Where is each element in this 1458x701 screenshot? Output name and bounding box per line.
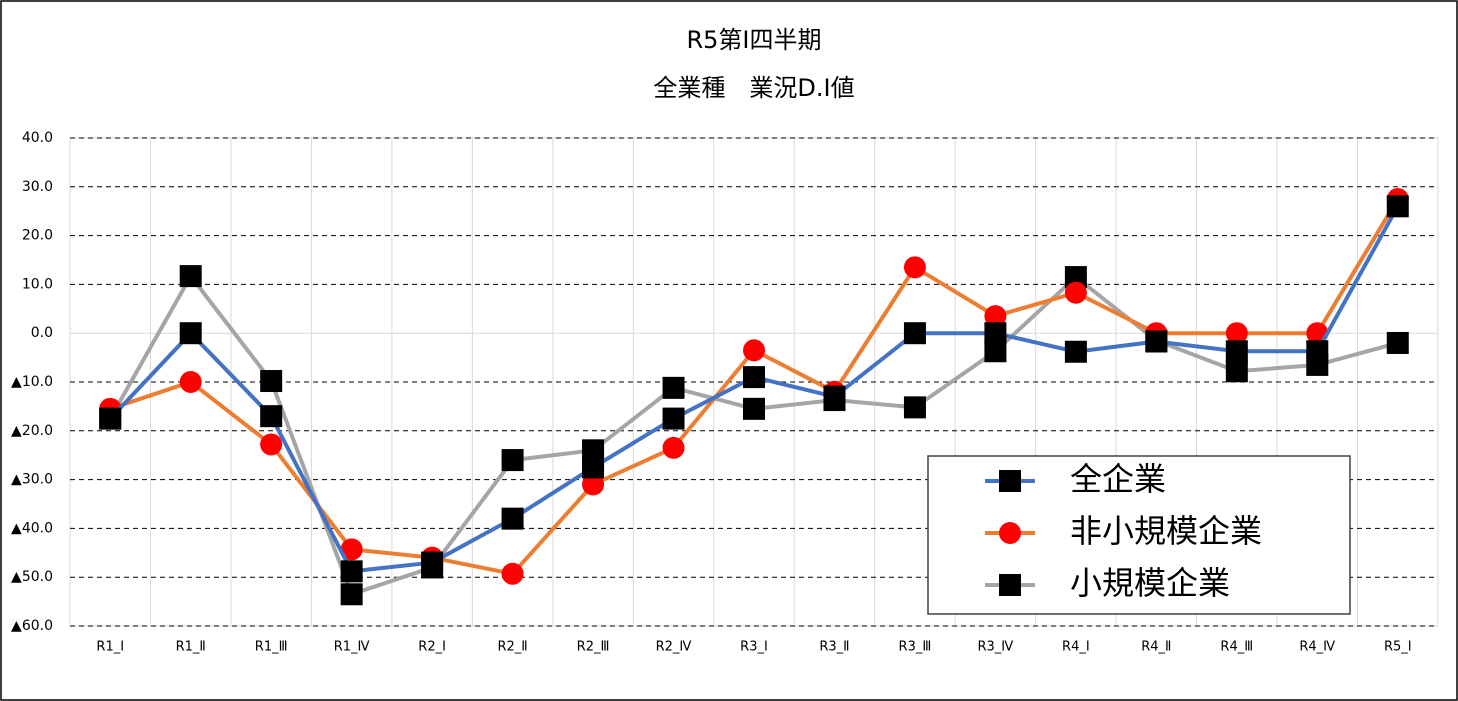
- marker: [662, 376, 685, 399]
- y-tick-label: ▲60.0: [11, 618, 53, 634]
- y-tick-label: 40.0: [22, 130, 53, 146]
- marker: [999, 470, 1021, 492]
- marker: [1064, 340, 1087, 363]
- legend-label: 非小規模企業: [1070, 512, 1262, 550]
- y-tick-label: 30.0: [22, 179, 53, 195]
- marker: [582, 473, 605, 496]
- x-tick-label: R2_Ⅰ: [418, 640, 446, 655]
- marker: [340, 560, 363, 583]
- marker: [179, 265, 202, 288]
- marker: [743, 366, 765, 389]
- chart-title: R5第Ⅰ四半期: [686, 26, 821, 54]
- marker: [1386, 195, 1409, 218]
- marker: [999, 522, 1021, 544]
- marker: [743, 397, 765, 420]
- marker: [1225, 322, 1248, 345]
- marker: [903, 256, 926, 279]
- marker: [501, 562, 524, 585]
- marker: [421, 551, 444, 574]
- marker: [903, 322, 926, 345]
- x-tick-label: R2_Ⅲ: [577, 640, 610, 655]
- marker: [984, 340, 1007, 363]
- y-tick-label: ▲10.0: [11, 374, 53, 390]
- marker: [1225, 340, 1248, 363]
- x-tick-label: R4_Ⅰ: [1062, 640, 1090, 655]
- x-tick-label: R1_Ⅲ: [255, 640, 288, 655]
- marker: [984, 305, 1007, 328]
- y-tick-label: 20.0: [22, 228, 53, 244]
- marker: [260, 433, 283, 456]
- marker: [1145, 330, 1168, 353]
- marker: [340, 583, 363, 606]
- marker: [1306, 340, 1329, 363]
- y-tick-label: 0.0: [31, 325, 53, 341]
- x-tick-label: R3_Ⅰ: [740, 640, 768, 655]
- marker: [501, 507, 524, 530]
- marker: [903, 396, 926, 419]
- x-tick-label: R4_Ⅱ: [1141, 640, 1171, 655]
- x-tick-label: R1_Ⅱ: [176, 640, 206, 655]
- marker: [662, 407, 685, 430]
- y-tick-label: 10.0: [22, 276, 53, 292]
- marker: [179, 322, 202, 345]
- x-tick-label: R3_Ⅱ: [819, 640, 849, 655]
- marker: [984, 322, 1007, 345]
- marker: [179, 371, 202, 393]
- x-tick-label: R4_Ⅲ: [1220, 640, 1253, 655]
- marker: [662, 436, 685, 459]
- marker: [582, 439, 605, 462]
- marker: [1064, 281, 1087, 304]
- x-tick-label: R5_Ⅰ: [1384, 640, 1412, 655]
- marker: [501, 449, 524, 472]
- marker: [1064, 266, 1087, 289]
- y-tick-label: ▲20.0: [11, 423, 53, 439]
- chart-subtitle: 全業種 業況D.I値: [653, 74, 854, 102]
- marker: [823, 385, 846, 408]
- y-tick-label: ▲40.0: [11, 520, 53, 536]
- marker: [743, 339, 765, 362]
- y-tick-label: ▲50.0: [11, 569, 53, 585]
- marker: [340, 538, 363, 561]
- marker: [1225, 360, 1248, 383]
- marker: [99, 407, 122, 430]
- x-tick-label: R2_Ⅳ: [656, 640, 692, 655]
- x-tick-label: R3_Ⅳ: [978, 640, 1014, 655]
- y-tick-label: ▲30.0: [11, 472, 53, 488]
- x-tick-label: R2_Ⅱ: [497, 640, 527, 655]
- marker: [1386, 331, 1409, 354]
- legend-label: 小規模企業: [1070, 564, 1230, 602]
- x-tick-label: R3_Ⅲ: [899, 640, 932, 655]
- x-tick-label: R1_Ⅰ: [96, 640, 124, 655]
- marker: [999, 574, 1021, 596]
- x-tick-label: R1_Ⅳ: [334, 640, 370, 655]
- legend-label: 全企業: [1070, 460, 1166, 498]
- x-tick-label: R4_Ⅳ: [1299, 640, 1335, 655]
- marker: [582, 456, 605, 479]
- marker: [260, 405, 283, 428]
- marker: [260, 370, 283, 393]
